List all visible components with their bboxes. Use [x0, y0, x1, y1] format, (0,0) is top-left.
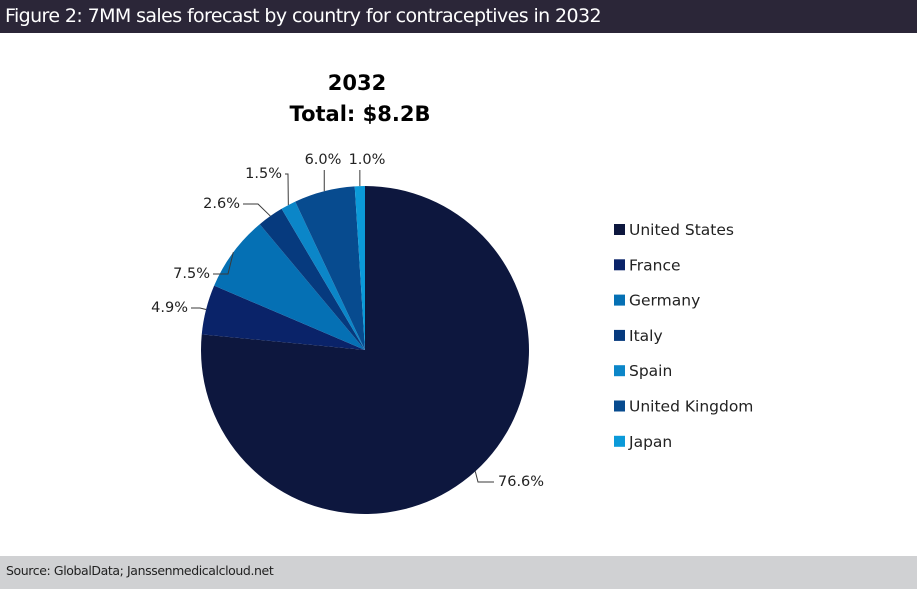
legend: United States France Germany Italy Spain Unit…	[614, 221, 753, 451]
legend-swatch-france	[614, 259, 625, 271]
legend-label-united-states: United States	[629, 221, 734, 239]
leader-line-italy	[243, 203, 271, 217]
legend-swatch-germany	[614, 294, 625, 306]
legend-label-france: France	[629, 256, 681, 274]
legend-label-japan: Japan	[628, 433, 672, 451]
figure-header: Figure 2: 7MM sales forecast by country …	[0, 0, 917, 33]
chart-area: 2032 Total: $8.2B 76.6% 4.9% 7.5% 2.6% 1.5% 6…	[0, 33, 917, 556]
pie-slice-united-kingdom	[295, 186, 365, 350]
data-label-japan: 1.0%	[349, 152, 386, 168]
data-labels: 76.6% 4.9% 7.5% 2.6% 1.5% 6.0% 1.0%	[151, 152, 544, 490]
leader-line-spain	[285, 173, 289, 206]
legend-label-united-kingdom: United Kingdom	[629, 398, 753, 416]
legend-swatch-japan	[614, 435, 625, 447]
pie-slices	[201, 186, 529, 514]
leader-lines	[191, 170, 494, 483]
pie-slice-germany	[214, 224, 365, 350]
pie-chart: 2032 Total: $8.2B 76.6% 4.9% 7.5% 2.6% 1.5% 6…	[151, 71, 753, 514]
legend-swatch-united-kingdom	[614, 400, 625, 412]
legend-swatch-spain	[614, 365, 625, 377]
legend-swatch-united-states	[614, 224, 625, 235]
data-label-france: 4.9%	[151, 300, 188, 316]
leader-line-france	[191, 307, 207, 310]
pie-slice-france	[201, 285, 365, 350]
legend-label-italy: Italy	[629, 327, 663, 345]
pie-slice-japan	[354, 186, 365, 350]
legend-label-spain: Spain	[629, 362, 672, 380]
data-label-spain: 1.5%	[245, 166, 282, 182]
data-label-united-kingdom: 6.0%	[305, 152, 342, 168]
leader-line-united-states	[474, 471, 494, 483]
pie-slice-italy	[259, 208, 365, 350]
chart-title: 2032	[328, 71, 386, 95]
legend-swatch-italy	[614, 329, 625, 341]
data-label-italy: 2.6%	[203, 196, 240, 212]
data-label-germany: 7.5%	[173, 266, 210, 282]
pie-slice-spain	[281, 201, 365, 350]
data-label-united-states: 76.6%	[498, 474, 544, 490]
source-note: Source: GlobalData; Janssenmedicalcloud.…	[0, 556, 917, 589]
leader-line-germany	[213, 252, 234, 275]
chart-subtitle: Total: $8.2B	[290, 102, 431, 126]
legend-label-germany: Germany	[629, 292, 700, 310]
